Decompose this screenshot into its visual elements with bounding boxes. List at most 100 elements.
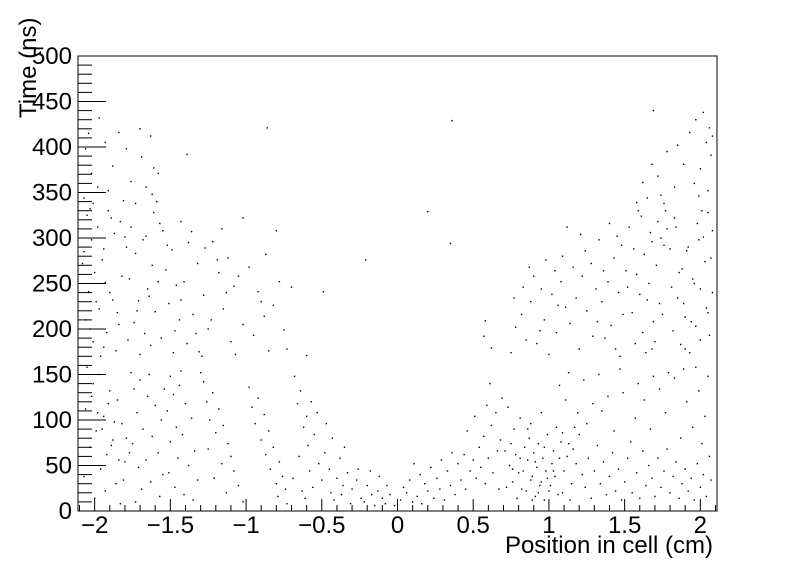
data-point (312, 486, 314, 489)
data-point (202, 381, 205, 383)
data-point (148, 295, 150, 297)
data-point (643, 253, 646, 256)
data-point (561, 432, 564, 434)
data-point (166, 244, 169, 246)
data-point (569, 499, 571, 501)
data-point (692, 426, 694, 428)
data-point (263, 315, 265, 317)
data-point (492, 472, 494, 474)
data-point (682, 163, 685, 165)
data-point (705, 141, 708, 144)
data-point (107, 402, 109, 405)
data-point (254, 422, 256, 425)
data-point (533, 275, 535, 277)
data-point (637, 382, 639, 385)
data-point (369, 470, 371, 472)
data-point (310, 401, 312, 403)
data-point (187, 241, 190, 244)
data-point (511, 468, 514, 470)
data-point (525, 490, 527, 492)
data-point (106, 453, 108, 456)
data-point (318, 462, 320, 465)
data-point (92, 202, 94, 205)
data-point (230, 455, 232, 458)
data-point (664, 210, 667, 212)
data-point (131, 442, 134, 445)
data-point (605, 493, 608, 496)
data-point (484, 320, 487, 322)
data-point (162, 230, 164, 232)
data-point (202, 294, 205, 297)
data-point (655, 264, 658, 266)
data-point (669, 248, 671, 250)
data-point (710, 154, 712, 156)
data-point (560, 280, 562, 283)
data-point (154, 404, 156, 407)
data-point (510, 442, 512, 445)
data-point (130, 371, 132, 374)
data-point (613, 430, 615, 432)
data-point (536, 342, 538, 345)
data-point (563, 470, 565, 472)
data-point (607, 280, 609, 283)
data-point (513, 297, 515, 299)
data-point (543, 446, 546, 448)
data-point (642, 450, 644, 452)
data-point (601, 410, 603, 412)
data-point (304, 497, 306, 499)
data-point (543, 499, 546, 501)
data-point (109, 291, 111, 294)
data-point (115, 483, 117, 485)
data-point (89, 328, 91, 330)
data-point (690, 321, 692, 323)
data-point (112, 165, 114, 167)
data-point (542, 457, 544, 459)
data-point (190, 230, 193, 233)
data-point (136, 310, 138, 312)
data-point (93, 271, 96, 274)
data-point (286, 348, 288, 350)
data-point (558, 384, 561, 387)
data-point (449, 484, 452, 487)
data-point (196, 479, 199, 481)
data-point (160, 337, 162, 339)
data-point (561, 255, 564, 257)
data-point (419, 473, 421, 476)
data-point (168, 472, 170, 474)
data-point (137, 300, 140, 302)
data-point (263, 413, 265, 416)
data-point (701, 210, 703, 212)
data-point (384, 503, 387, 505)
data-point (646, 197, 649, 199)
y-tick-label: 150 (32, 362, 72, 389)
data-point (645, 351, 647, 354)
data-point (617, 468, 620, 470)
data-point (666, 150, 668, 153)
data-point (675, 226, 677, 228)
data-point (125, 148, 128, 150)
data-point (252, 334, 255, 337)
data-point (421, 503, 423, 505)
data-point (199, 371, 202, 374)
data-point (157, 280, 159, 283)
data-point (142, 239, 144, 241)
data-point (299, 390, 302, 392)
data-point (307, 444, 309, 447)
data-point (277, 495, 279, 498)
data-point (464, 488, 467, 490)
data-point (184, 402, 187, 405)
data-point (695, 119, 697, 121)
data-point (424, 483, 426, 485)
data-point (614, 348, 617, 350)
data-point (233, 285, 235, 287)
data-point (660, 237, 662, 239)
data-point (555, 426, 558, 428)
data-point (611, 452, 614, 454)
data-point (634, 417, 636, 419)
data-point (663, 470, 665, 472)
data-point (183, 493, 185, 496)
tick-labels-group: −2 −1.5 −1 −0.5 0 0.5 1 1.5 2 0 50 100 150 200 250 300 3… (32, 43, 707, 539)
data-point (122, 479, 125, 481)
data-point (625, 270, 627, 272)
